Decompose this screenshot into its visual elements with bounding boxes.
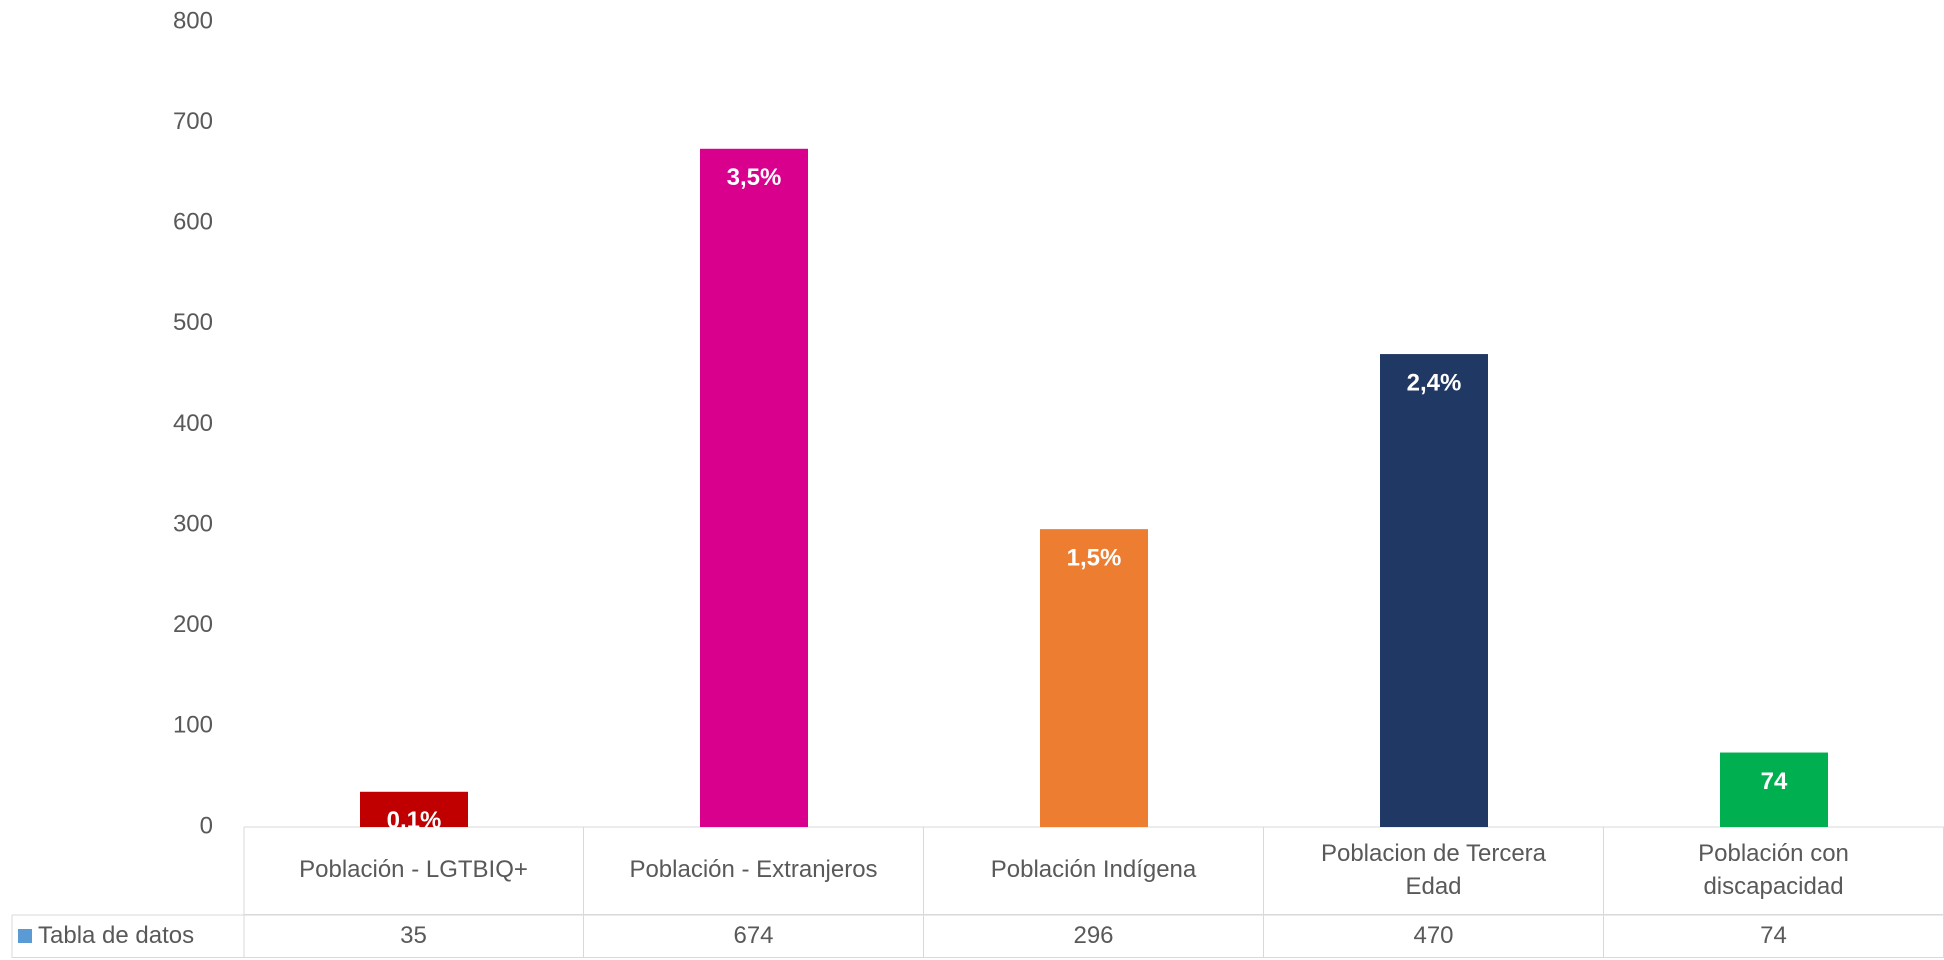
data-label: 1,5%	[1067, 544, 1122, 571]
y-tick-label: 500	[173, 309, 213, 336]
x-tick-label: Población Indígena	[924, 827, 1264, 915]
x-tick-label: Población - Extranjeros	[584, 827, 924, 915]
data-label: 0,1%	[387, 807, 442, 834]
y-tick-label: 100	[173, 712, 213, 739]
y-tick-label: 200	[173, 611, 213, 638]
table-value: 296	[924, 915, 1264, 958]
bar	[1380, 354, 1488, 827]
legend-entry: Tabla de datos	[12, 915, 244, 958]
legend-key	[18, 929, 32, 943]
y-tick-label: 0	[200, 812, 213, 839]
data-label: 3,5%	[727, 164, 782, 191]
bar	[700, 148, 808, 828]
legend-label: Tabla de datos	[38, 921, 195, 949]
x-tick-label: Poblacion de Tercera Edad	[1264, 827, 1604, 915]
y-tick-label: 600	[173, 209, 213, 236]
y-tick-label: 300	[173, 510, 213, 537]
table-value: 674	[584, 915, 924, 958]
y-tick-label: 400	[173, 410, 213, 437]
y-tick-label: 700	[173, 108, 213, 135]
bar	[360, 791, 468, 827]
x-tick-label: Población - LGTBIQ+	[244, 827, 584, 915]
bar	[1720, 752, 1828, 827]
bar	[1040, 529, 1148, 827]
table-value: 74	[1604, 915, 1944, 958]
y-tick-label: 800	[173, 7, 213, 34]
data-label: 74	[1761, 768, 1788, 795]
data-label: 2,4%	[1407, 369, 1462, 396]
x-tick-label: Población con discapacidad	[1604, 827, 1944, 915]
table-value: 35	[244, 915, 584, 958]
table-value: 470	[1264, 915, 1604, 958]
